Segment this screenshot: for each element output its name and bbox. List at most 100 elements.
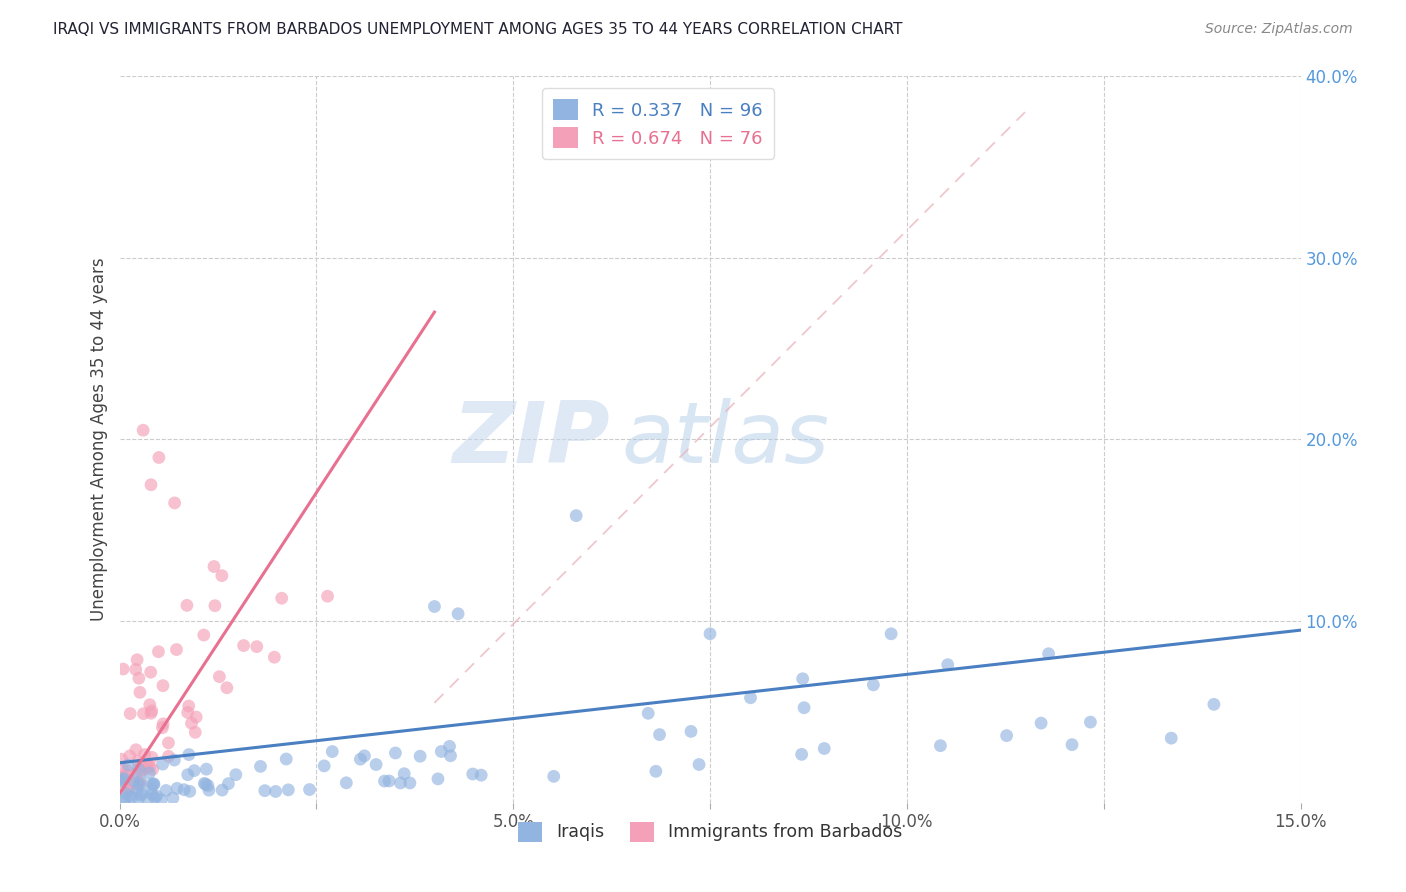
Point xyxy=(194,777,217,791)
Point xyxy=(142,763,165,777)
Point xyxy=(353,748,375,763)
Point xyxy=(112,779,135,793)
Point xyxy=(470,768,492,782)
Point xyxy=(208,670,231,684)
Point xyxy=(211,568,233,582)
Point xyxy=(173,782,195,797)
Point xyxy=(423,599,446,614)
Point xyxy=(121,790,143,805)
Point xyxy=(131,787,153,801)
Point xyxy=(136,792,159,806)
Point xyxy=(112,662,135,676)
Point xyxy=(543,769,565,783)
Text: Source: ZipAtlas.com: Source: ZipAtlas.com xyxy=(1205,22,1353,37)
Point xyxy=(128,671,150,685)
Point xyxy=(127,754,149,768)
Point xyxy=(246,640,269,654)
Point xyxy=(225,767,247,781)
Point xyxy=(1202,698,1225,712)
Point xyxy=(117,768,139,782)
Text: IRAQI VS IMMIGRANTS FROM BARBADOS UNEMPLOYMENT AMONG AGES 35 TO 44 YEARS CORRELA: IRAQI VS IMMIGRANTS FROM BARBADOS UNEMPL… xyxy=(53,22,903,37)
Point xyxy=(163,753,186,767)
Point xyxy=(139,760,162,774)
Point xyxy=(111,772,134,787)
Point xyxy=(139,698,162,712)
Point xyxy=(792,672,814,686)
Point xyxy=(335,776,357,790)
Point xyxy=(114,772,136,787)
Point xyxy=(128,778,150,792)
Point xyxy=(111,771,134,785)
Point xyxy=(177,767,200,781)
Legend: Iraqis, Immigrants from Barbados: Iraqis, Immigrants from Barbados xyxy=(510,814,910,848)
Point xyxy=(157,749,180,764)
Point xyxy=(131,764,153,778)
Point xyxy=(364,757,387,772)
Point xyxy=(114,791,136,805)
Point xyxy=(637,706,659,721)
Point xyxy=(135,760,157,774)
Point xyxy=(180,716,202,731)
Point xyxy=(430,744,453,758)
Point xyxy=(129,757,152,772)
Point xyxy=(215,681,238,695)
Point xyxy=(202,559,225,574)
Point xyxy=(124,776,146,790)
Point xyxy=(399,776,422,790)
Point xyxy=(389,776,412,790)
Point xyxy=(111,763,134,777)
Point xyxy=(142,777,165,791)
Point xyxy=(995,729,1018,743)
Point xyxy=(321,745,343,759)
Point xyxy=(648,728,671,742)
Point xyxy=(298,782,321,797)
Point xyxy=(447,607,470,621)
Point xyxy=(314,759,336,773)
Point xyxy=(374,774,396,789)
Point xyxy=(204,599,226,613)
Point xyxy=(134,763,156,777)
Point xyxy=(129,773,152,788)
Point xyxy=(118,748,141,763)
Point xyxy=(349,752,371,766)
Point xyxy=(1029,716,1052,731)
Point xyxy=(378,774,401,789)
Point xyxy=(862,678,884,692)
Point xyxy=(150,793,173,807)
Point xyxy=(1038,647,1060,661)
Point xyxy=(439,739,461,754)
Point xyxy=(929,739,952,753)
Point xyxy=(127,782,149,797)
Text: ZIP: ZIP xyxy=(451,398,610,481)
Point xyxy=(409,749,432,764)
Point xyxy=(384,746,406,760)
Point xyxy=(644,764,666,779)
Point xyxy=(276,752,298,766)
Point xyxy=(148,645,170,659)
Point xyxy=(152,717,174,731)
Point xyxy=(461,767,484,781)
Point xyxy=(195,762,218,776)
Point xyxy=(176,706,198,720)
Point xyxy=(186,710,208,724)
Point xyxy=(166,781,188,796)
Point xyxy=(120,706,142,721)
Point xyxy=(166,642,188,657)
Point xyxy=(117,784,139,798)
Point xyxy=(211,783,233,797)
Point xyxy=(392,766,415,780)
Point xyxy=(139,477,162,491)
Point xyxy=(134,747,156,762)
Point xyxy=(141,788,163,802)
Point xyxy=(565,508,588,523)
Point xyxy=(813,741,835,756)
Point xyxy=(125,766,148,780)
Point xyxy=(277,782,299,797)
Point xyxy=(128,775,150,789)
Point xyxy=(152,757,174,772)
Point xyxy=(270,591,292,606)
Point xyxy=(253,783,276,797)
Point xyxy=(193,776,215,790)
Point xyxy=(125,743,148,757)
Point xyxy=(141,750,163,764)
